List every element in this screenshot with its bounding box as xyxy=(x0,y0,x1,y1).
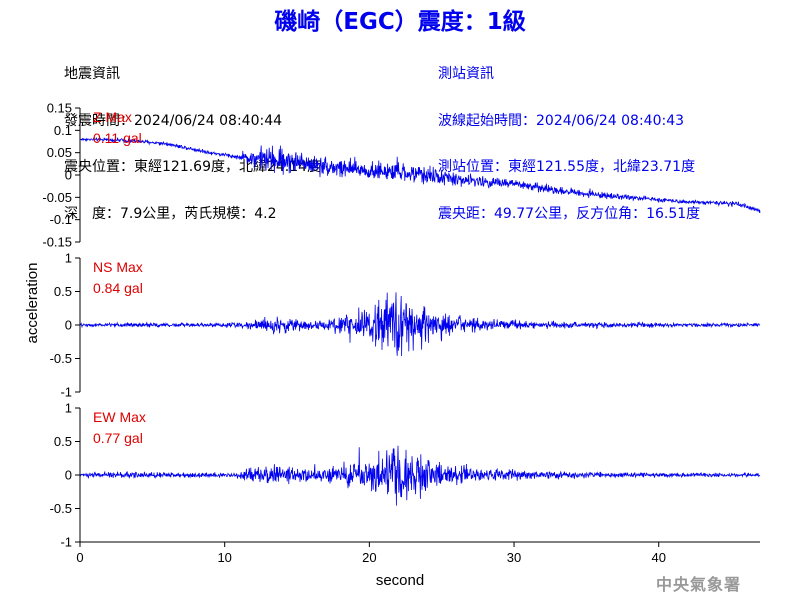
series-name-0: Z Max xyxy=(93,109,132,125)
y-tick-label-2-4: -1 xyxy=(60,535,72,550)
y-axis-title: acceleration xyxy=(24,263,41,344)
depth-magnitude: 深 度：7.9公里，芮氏規模：4.2 xyxy=(64,205,277,222)
series-max-1: 0.84 gal xyxy=(93,280,143,296)
epicenter-location: 震央位置：東經121.69度，北緯24.14度 xyxy=(64,159,322,175)
y-tick-label-2-2: 0 xyxy=(65,468,72,483)
y-tick-label-1-1: 0.5 xyxy=(54,284,72,299)
agency-credit: 中央氣象署 xyxy=(656,575,742,594)
distance-azimuth: 震央距：49.77公里，反方位角：16.51度 xyxy=(438,205,701,222)
event-info: 地震資訊 發震時間：2024/06/24 08:40:44 震央位置：東經121… xyxy=(64,36,321,238)
y-tick-label-1-3: -0.5 xyxy=(50,351,72,366)
x-tick-label-4: 40 xyxy=(651,550,665,565)
y-tick-label-0-5: -0.1 xyxy=(50,212,72,227)
x-tick-label-1: 10 xyxy=(217,550,231,565)
x-tick-label-2: 20 xyxy=(362,550,376,565)
x-tick-label-0: 0 xyxy=(76,550,83,565)
y-tick-label-0-4: -0.05 xyxy=(42,190,72,205)
series-name-2: EW Max xyxy=(93,409,146,425)
station-info: 測站資訊 波線起始時間：2024/06/24 08:40:43 測站位置：東經1… xyxy=(438,36,700,238)
origin-time: 發震時間：2024/06/24 08:40:44 xyxy=(64,112,283,129)
y-tick-label-0-2: 0.05 xyxy=(47,145,72,160)
y-tick-label-2-3: -0.5 xyxy=(50,501,72,516)
y-tick-label-1-0: 1 xyxy=(65,251,72,266)
y-tick-label-2-1: 0.5 xyxy=(54,434,72,449)
trace-0 xyxy=(79,137,761,214)
y-tick-label-1-2: 0 xyxy=(65,318,72,333)
y-tick-label-0-0: 0.15 xyxy=(47,101,72,116)
y-tick-label-1-4: -1 xyxy=(60,385,72,400)
series-max-0: 0.11 gal xyxy=(93,130,142,146)
y-tick-label-0-3: 0 xyxy=(65,168,72,183)
trace-2 xyxy=(79,445,761,506)
wave-start-time: 波線起始時間：2024/06/24 08:40:43 xyxy=(438,112,685,129)
x-tick-label-3: 30 xyxy=(507,550,521,565)
trace-1 xyxy=(79,292,761,357)
series-name-1: NS Max xyxy=(93,259,143,275)
series-max-2: 0.77 gal xyxy=(93,430,143,446)
y-tick-label-2-0: 1 xyxy=(65,401,72,416)
y-tick-label-0-6: -0.15 xyxy=(42,235,72,250)
page-title: 磯崎（EGC）震度：1級 xyxy=(274,9,526,35)
station-info-heading: 測站資訊 xyxy=(438,66,494,82)
x-axis-title: second xyxy=(376,572,424,589)
station-location: 測站位置：東經121.55度，北緯23.71度 xyxy=(438,159,696,175)
y-tick-label-0-1: 0.1 xyxy=(54,123,72,138)
event-info-heading: 地震資訊 xyxy=(64,66,120,82)
